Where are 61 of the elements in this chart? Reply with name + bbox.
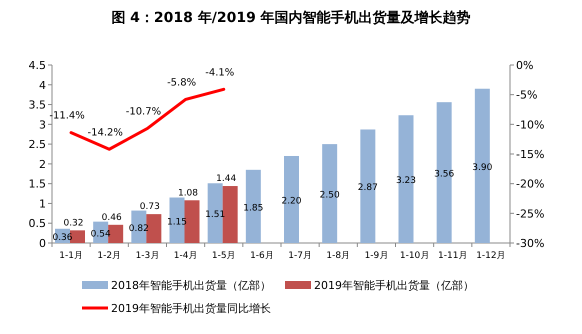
- y-tick-label: 3: [39, 118, 46, 132]
- bar: [360, 129, 376, 243]
- y-tick-label: 3.5: [28, 98, 46, 112]
- x-tick-label: 1-3月: [136, 251, 160, 261]
- y-tick-label: 1.5: [28, 178, 46, 191]
- y2-tick-label: -30%: [516, 237, 544, 250]
- y-tick-label: 4: [39, 78, 46, 92]
- data-label: 2.87: [358, 183, 378, 194]
- bar: [322, 144, 338, 243]
- data-label: 3.90: [472, 162, 493, 173]
- y-tick-label: 1: [39, 197, 46, 210]
- chart-title: 图 4：2018 年/2019 年国内智能手机出货量及增长趋势: [111, 9, 471, 26]
- legend-label: 2019年智能手机出货量（亿部）: [314, 279, 474, 292]
- data-label: 0.46: [102, 212, 122, 223]
- data-label: -10.7%: [126, 106, 162, 118]
- x-tick-label: 1-10月: [400, 251, 430, 261]
- data-label: -5.8%: [167, 77, 196, 88]
- y2-tick-label: -15%: [516, 148, 544, 161]
- bar: [222, 186, 238, 243]
- y2-tick-label: -5%: [516, 88, 538, 102]
- y2-tick-label: -20%: [516, 178, 544, 191]
- bar: [146, 214, 162, 243]
- bar: [284, 156, 299, 243]
- bar: [398, 115, 414, 243]
- x-tick-label: 1-1月: [59, 251, 83, 261]
- y-tick-label: 0: [39, 237, 46, 250]
- bar: [246, 170, 261, 243]
- y-tick-label: 0.5: [28, 217, 46, 230]
- bar: [436, 102, 452, 243]
- data-label: 2.50: [320, 190, 340, 201]
- data-label: -11.4%: [49, 110, 85, 122]
- y-tick-label: 2.5: [28, 138, 46, 152]
- x-tick-label: 1-7月: [288, 251, 312, 261]
- legend-label: 2018年智能手机出货量（亿部）: [111, 279, 271, 292]
- data-label: 0.32: [63, 218, 84, 228]
- y-tick-label: 2: [39, 158, 46, 171]
- data-label: 1.44: [216, 174, 236, 184]
- y2-tick-label: 0%: [516, 59, 534, 72]
- x-tick-label: 1-4月: [174, 251, 198, 261]
- data-label: 1.85: [243, 203, 264, 214]
- data-label: 2.20: [281, 196, 302, 206]
- x-tick-label: 1-11月: [438, 251, 468, 261]
- bar: [184, 200, 200, 243]
- data-label: -4.1%: [205, 67, 234, 78]
- x-tick-label: 1-9月: [364, 251, 388, 261]
- bar: [474, 88, 490, 243]
- x-tick-label: 1-6月: [250, 251, 274, 261]
- data-label: 3.56: [434, 170, 454, 180]
- y-tick-label: 4.5: [28, 59, 46, 72]
- data-label: 1.08: [178, 188, 198, 198]
- y2-tick-label: -25%: [516, 207, 544, 220]
- data-label: -14.2%: [88, 127, 123, 138]
- x-tick-label: 1-2月: [97, 251, 122, 261]
- legend-label: 2019年智能手机出货量同比增长: [111, 302, 271, 315]
- bar: [70, 230, 85, 243]
- data-label: 3.23: [396, 176, 416, 186]
- x-tick-label: 1-8月: [326, 251, 350, 261]
- data-label: 0.73: [140, 202, 160, 212]
- x-tick-label: 1-5月: [212, 251, 236, 261]
- y2-tick-label: -10%: [516, 118, 544, 132]
- x-tick-label: 1-12月: [476, 251, 506, 261]
